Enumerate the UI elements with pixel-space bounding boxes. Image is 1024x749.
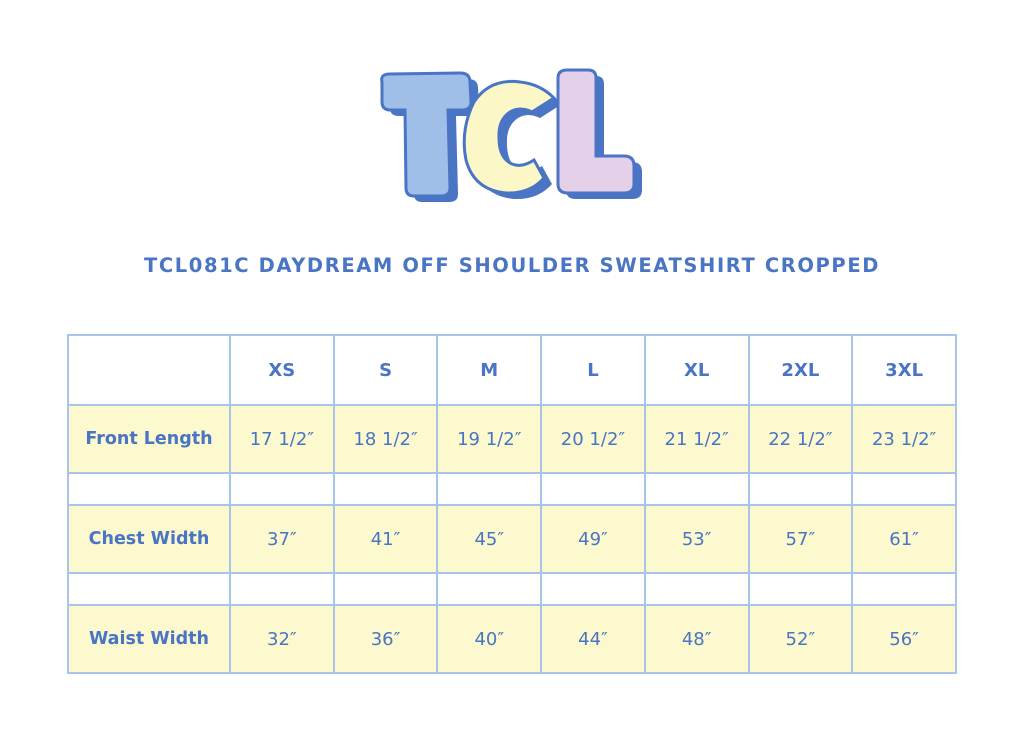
table-row-chest-width: Chest Width 37″ 41″ 45″ 49″ 53″ 57″ 61″ [67,504,957,574]
measurement-cell: 17 1/2″ [229,404,335,474]
empty-cell [747,472,854,506]
empty-cell [332,472,439,506]
measurement-cell: 37″ [229,504,335,574]
size-header: 2XL [747,334,854,406]
measurement-cell: 20 1/2″ [540,404,646,474]
measurement-cell: 21 1/2″ [643,404,750,474]
empty-cell [332,572,439,606]
size-chart-table: XS S M L XL 2XL 3XL Front Length 17 1/2″… [67,334,957,674]
measurement-cell: 49″ [540,504,646,574]
measurement-cell: 40″ [436,604,543,674]
measurement-cell: 48″ [643,604,750,674]
empty-cell [229,472,335,506]
empty-cell [436,572,543,606]
spacer-row [67,572,957,606]
measurement-cell: 56″ [851,604,957,674]
size-header: XS [229,334,335,406]
size-header: M [436,334,543,406]
empty-cell [851,472,957,506]
measurement-cell: 53″ [643,504,750,574]
measurement-cell: 44″ [540,604,646,674]
size-header: XL [643,334,750,406]
empty-cell [540,572,646,606]
empty-cell [436,472,543,506]
empty-cell [67,472,231,506]
measurement-cell: 61″ [851,504,957,574]
tcl-logo-graphic [380,68,642,202]
size-header: L [540,334,646,406]
measurement-cell: 57″ [747,504,854,574]
measurement-cell: 45″ [436,504,543,574]
row-label: Waist Width [67,604,231,674]
table-row-front-length: Front Length 17 1/2″ 18 1/2″ 19 1/2″ 20 … [67,404,957,474]
size-header: 3XL [851,334,957,406]
size-header-row: XS S M L XL 2XL 3XL [67,334,957,406]
table-row-waist-width: Waist Width 32″ 36″ 40″ 44″ 48″ 52″ 56″ [67,604,957,674]
measurement-cell: 32″ [229,604,335,674]
measurement-cell: 19 1/2″ [436,404,543,474]
empty-cell [643,472,750,506]
empty-cell [67,572,231,606]
measurement-cell: 23 1/2″ [851,404,957,474]
spacer-row [67,472,957,506]
row-label: Chest Width [67,504,231,574]
measurement-cell: 36″ [332,604,439,674]
empty-cell [540,472,646,506]
corner-cell [67,334,231,406]
empty-cell [851,572,957,606]
measurement-cell: 52″ [747,604,854,674]
measurement-cell: 41″ [332,504,439,574]
product-title: TCL081C DAYDREAM OFF SHOULDER SWEATSHIRT… [143,254,881,277]
tcl-logo [370,66,660,216]
measurement-cell: 18 1/2″ [332,404,439,474]
row-label: Front Length [67,404,231,474]
empty-cell [747,572,854,606]
measurement-cell: 22 1/2″ [747,404,854,474]
size-header: S [332,334,439,406]
empty-cell [643,572,750,606]
empty-cell [229,572,335,606]
